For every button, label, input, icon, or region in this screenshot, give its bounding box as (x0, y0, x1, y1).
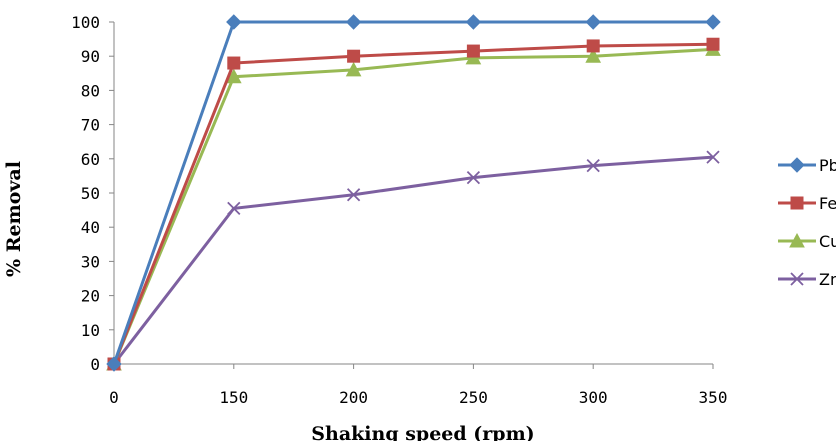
data-point-pb (345, 14, 362, 30)
data-point-fe (586, 39, 600, 53)
legend-item-pb: Pb (778, 156, 836, 175)
data-point-pb (226, 14, 242, 30)
y-axis-title: % Removal (3, 161, 25, 277)
legend-item-fe: Fe (778, 194, 836, 213)
y-tick-label: 40 (81, 218, 100, 237)
legend-label-cu: Cu (819, 232, 836, 251)
y-tick-label: 10 (81, 321, 100, 340)
legend-label-fe: Fe (819, 194, 836, 213)
legend-label-zn: Zn (819, 270, 836, 289)
series-layer (106, 14, 721, 372)
data-point-cu (345, 61, 362, 77)
y-axis-ticks: 0 10 20 30 40 50 60 70 80 90 100 (71, 13, 114, 374)
series-line-cu (112, 47, 714, 365)
y-tick-label: 80 (81, 81, 100, 100)
y-tick-label: 90 (81, 47, 100, 66)
legend-item-cu: Cu (778, 232, 836, 251)
data-point-zn (466, 170, 481, 185)
y-tick-label: 30 (81, 252, 100, 271)
data-point-fe (227, 56, 241, 70)
y-tick-label: 70 (81, 116, 100, 135)
data-point-pb (705, 14, 721, 30)
x-tick-label: 350 (699, 388, 728, 407)
x-tick-label: 0 (109, 388, 119, 407)
legend: Pb Fe Cu Zn (778, 156, 836, 289)
axes (113, 22, 713, 365)
legend-marker-fe (790, 196, 804, 210)
y-tick-label: 100 (71, 13, 100, 32)
data-point-pb (585, 14, 601, 30)
x-axis-title: Shaking speed (rpm) (311, 423, 534, 441)
x-axis-ticks: 0 150 200 250 300 350 (109, 364, 727, 407)
data-point-fe (706, 37, 720, 51)
data-point-cu (225, 68, 242, 84)
data-point-fe (347, 49, 361, 63)
series-zn (107, 150, 720, 371)
data-point-zn (706, 150, 720, 164)
legend-label-pb: Pb (819, 156, 836, 175)
legend-item-zn: Zn (778, 270, 836, 289)
x-tick-label: 250 (459, 388, 488, 407)
series-line-fe (112, 42, 714, 365)
series-fe (107, 37, 720, 371)
series-pb (106, 14, 721, 372)
data-point-zn (227, 201, 241, 216)
x-tick-label: 200 (339, 388, 368, 407)
data-point-pb (106, 356, 122, 372)
series-cu (106, 41, 721, 371)
y-tick-label: 0 (90, 355, 100, 374)
x-tick-label: 300 (579, 388, 608, 407)
legend-marker-cu (789, 232, 805, 248)
series-line-zn (112, 155, 714, 365)
data-point-cu (585, 48, 602, 63)
data-point-pb (465, 14, 482, 30)
y-tick-label: 60 (81, 150, 100, 169)
legend-marker-pb (789, 157, 805, 173)
series-line-pb (112, 20, 713, 365)
data-point-zn (586, 159, 600, 173)
y-tick-label: 50 (81, 184, 100, 203)
data-point-zn (346, 188, 361, 202)
x-tick-label: 150 (219, 388, 248, 407)
y-tick-label: 20 (81, 287, 100, 306)
data-point-fe (466, 44, 480, 58)
legend-marker-zn (790, 272, 804, 286)
